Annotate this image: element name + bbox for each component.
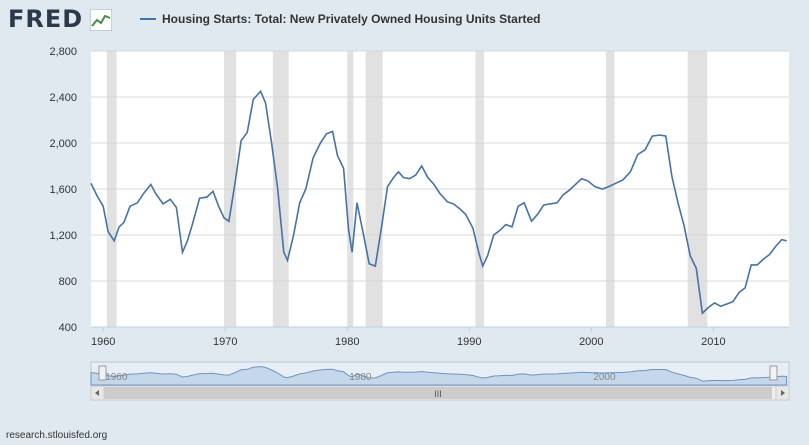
- x-tick-label: 1960: [91, 336, 115, 348]
- x-tick-label: 1990: [457, 336, 481, 348]
- chart-line-icon: [90, 9, 112, 31]
- x-tick-label: 2010: [701, 336, 725, 348]
- grid-lines: [91, 50, 789, 328]
- navigator[interactable]: 1960 1980 2000 III: [0, 360, 809, 402]
- x-tick-label: 2000: [579, 336, 603, 348]
- scrollbar-thumb[interactable]: [104, 387, 772, 399]
- navigator-series-area: [90, 366, 788, 386]
- series-line[interactable]: [90, 89, 787, 315]
- navigator-labels: 1960 1980 2000: [105, 372, 616, 383]
- y-tick-label: 2,400: [49, 92, 77, 104]
- y-tick-label: 400: [59, 322, 77, 334]
- x-tick-label: 1970: [213, 336, 237, 348]
- y-tick-label: 2,800: [49, 46, 77, 58]
- scroll-left-arrow-icon[interactable]: [95, 390, 99, 396]
- y-tick-label: 1,600: [49, 184, 77, 196]
- y-tick-label: 1,200: [49, 230, 77, 242]
- footer-source[interactable]: research.stlouisfed.org: [6, 430, 108, 441]
- legend[interactable]: Housing Starts: Total: New Privately Own…: [140, 11, 541, 27]
- legend-swatch: [140, 18, 156, 20]
- y-axis: 400 800 1,200 1,600 2,000 2,400 2,800: [49, 46, 77, 334]
- fred-logo[interactable]: FRED: [8, 5, 84, 33]
- scroll-right-arrow-icon[interactable]: [781, 390, 785, 396]
- scrollbar-grip[interactable]: III: [434, 389, 442, 399]
- navigator-label: 2000: [593, 372, 616, 383]
- y-tick-label: 2,000: [49, 138, 77, 150]
- x-axis: 1960 1970 1980 1990 2000 2010: [91, 327, 726, 348]
- x-tick-label: 1980: [335, 336, 359, 348]
- navigator-handle-right[interactable]: [769, 365, 778, 381]
- header: FRED Housing Starts: Total: New Privatel…: [0, 0, 809, 40]
- navigator-label: 1980: [349, 372, 372, 383]
- y-tick-label: 800: [59, 276, 77, 288]
- navigator-label: 1960: [105, 372, 128, 383]
- legend-label: Housing Starts: Total: New Privately Own…: [162, 12, 541, 26]
- navigator-handle-left[interactable]: [98, 365, 107, 381]
